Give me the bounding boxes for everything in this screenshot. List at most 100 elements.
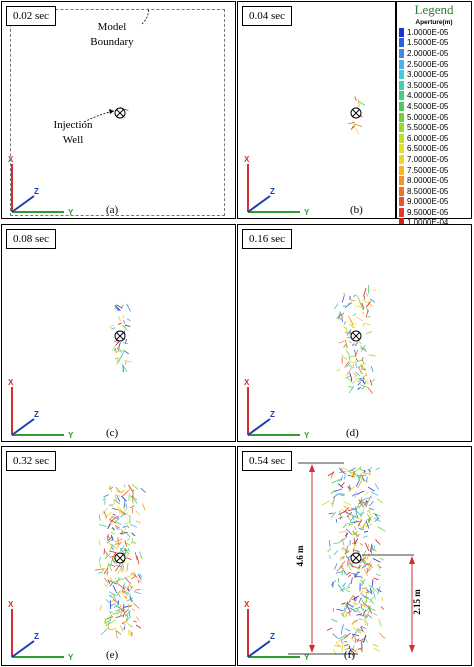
fracture-segment xyxy=(328,540,331,547)
fracture-segment xyxy=(128,484,134,492)
fracture-segment xyxy=(354,491,357,499)
fracture-segment xyxy=(351,343,355,347)
fracture-segment xyxy=(114,603,120,608)
legend-entry: 6.0000E-05 xyxy=(399,133,471,144)
fracture-segment xyxy=(115,521,122,526)
fracture-segment xyxy=(136,555,140,565)
fracture-segment xyxy=(129,584,133,589)
fracture-segment xyxy=(373,596,377,600)
axis-label: Y xyxy=(68,431,74,440)
fracture-segment xyxy=(126,303,131,312)
fracture-segment xyxy=(342,556,344,560)
fracture-segment xyxy=(118,604,122,613)
legend-value: 5.0000E-05 xyxy=(407,112,449,122)
fracture-segment xyxy=(114,357,120,359)
fracture-segment xyxy=(328,555,332,559)
fracture-segment xyxy=(372,558,381,563)
fracture-segment xyxy=(104,618,108,627)
fracture-segment xyxy=(116,347,120,352)
legend-entry: 7.5000E-05 xyxy=(399,165,471,176)
fracture-segment xyxy=(105,552,108,557)
fracture-segment xyxy=(362,472,372,475)
legend-entry: 9.5000E-05 xyxy=(399,207,471,218)
fracture-segment xyxy=(108,591,117,597)
fracture-segment xyxy=(358,618,363,621)
fracture-segment xyxy=(348,330,352,334)
legend-entry: 4.0000E-05 xyxy=(399,91,471,102)
fracture-segment xyxy=(116,630,122,635)
fracture-network-d: X Y Z xyxy=(244,284,377,440)
axis-label: X xyxy=(8,378,14,387)
fracture-segment xyxy=(101,508,108,515)
fracture-segment xyxy=(346,511,353,518)
fracture-segment xyxy=(361,302,365,310)
fracture-segment xyxy=(373,517,381,522)
fracture-segment xyxy=(106,564,109,570)
fracture-segment xyxy=(349,607,357,613)
fracture-segment xyxy=(367,607,376,611)
fracture-segment xyxy=(337,584,344,593)
fracture-segment xyxy=(348,519,352,527)
fracture-segment xyxy=(374,483,379,490)
fracture-segment xyxy=(117,506,121,514)
fracture-segment xyxy=(116,490,122,493)
fracture-segment xyxy=(347,610,352,614)
fracture-segment xyxy=(344,331,352,335)
fracture-segment xyxy=(123,522,129,525)
fracture-network-a: X Y Z xyxy=(8,106,129,217)
fracture-segment xyxy=(111,515,120,521)
fracture-segment xyxy=(372,289,377,292)
fracture-segment xyxy=(113,605,119,608)
fracture-segment xyxy=(343,292,346,296)
fracture-segment xyxy=(366,513,372,521)
fracture-segment xyxy=(338,314,342,321)
fracture-segment xyxy=(103,577,108,583)
fracture-segment xyxy=(346,368,352,376)
fracture-segment xyxy=(120,350,125,358)
fracture-segment xyxy=(110,558,113,567)
fracture-segment xyxy=(365,588,373,595)
aperture-legend: Legend Aperture(m) 1.0000E-05 1.5000E-05 2… xyxy=(396,1,472,228)
fracture-segment xyxy=(348,594,354,602)
fracture-segment xyxy=(363,535,368,538)
legend-swatch xyxy=(399,207,404,217)
fracture-segment xyxy=(125,591,131,596)
fracture-segment xyxy=(351,566,360,569)
fracture-segment xyxy=(358,527,363,531)
fracture-segment xyxy=(139,574,143,578)
fracture-segment xyxy=(129,505,135,509)
fracture-segment xyxy=(105,599,110,604)
legend-swatch xyxy=(399,38,404,48)
fracture-segment xyxy=(355,542,359,544)
fracture-segment xyxy=(366,476,368,483)
fracture-segment xyxy=(330,489,336,495)
legend-value: 2.0000E-05 xyxy=(407,48,449,58)
legend-entry: 1.0000E-04 xyxy=(399,218,471,229)
fracture-segment xyxy=(115,527,120,531)
fracture-segment xyxy=(368,608,373,614)
fracture-segment xyxy=(344,532,349,537)
half-height-dimension-label: 2.15 m xyxy=(412,589,422,615)
fracture-segment xyxy=(115,541,122,550)
fracture-segment xyxy=(138,551,143,559)
fracture-segment xyxy=(104,553,111,559)
injection-well-icon xyxy=(114,330,126,342)
fracture-segment xyxy=(337,494,345,497)
fracture-segment xyxy=(338,467,343,473)
fracture-segment xyxy=(98,539,101,546)
legend-swatch xyxy=(399,165,404,175)
fracture-segment xyxy=(107,523,111,529)
legend-entry: 5.0000E-05 xyxy=(399,112,471,123)
fracture-segment xyxy=(109,486,113,493)
legend-swatch xyxy=(399,154,404,164)
fracture-segment xyxy=(369,543,373,553)
fracture-segment xyxy=(370,599,375,605)
fracture-segment xyxy=(126,597,134,602)
fracture-segment xyxy=(122,526,127,528)
fracture-segment xyxy=(355,506,357,515)
fracture-segment xyxy=(333,542,338,545)
dimension-lines xyxy=(288,462,415,655)
fracture-segment xyxy=(361,559,366,565)
fracture-segment xyxy=(100,629,108,635)
fracture-segment xyxy=(99,562,102,568)
